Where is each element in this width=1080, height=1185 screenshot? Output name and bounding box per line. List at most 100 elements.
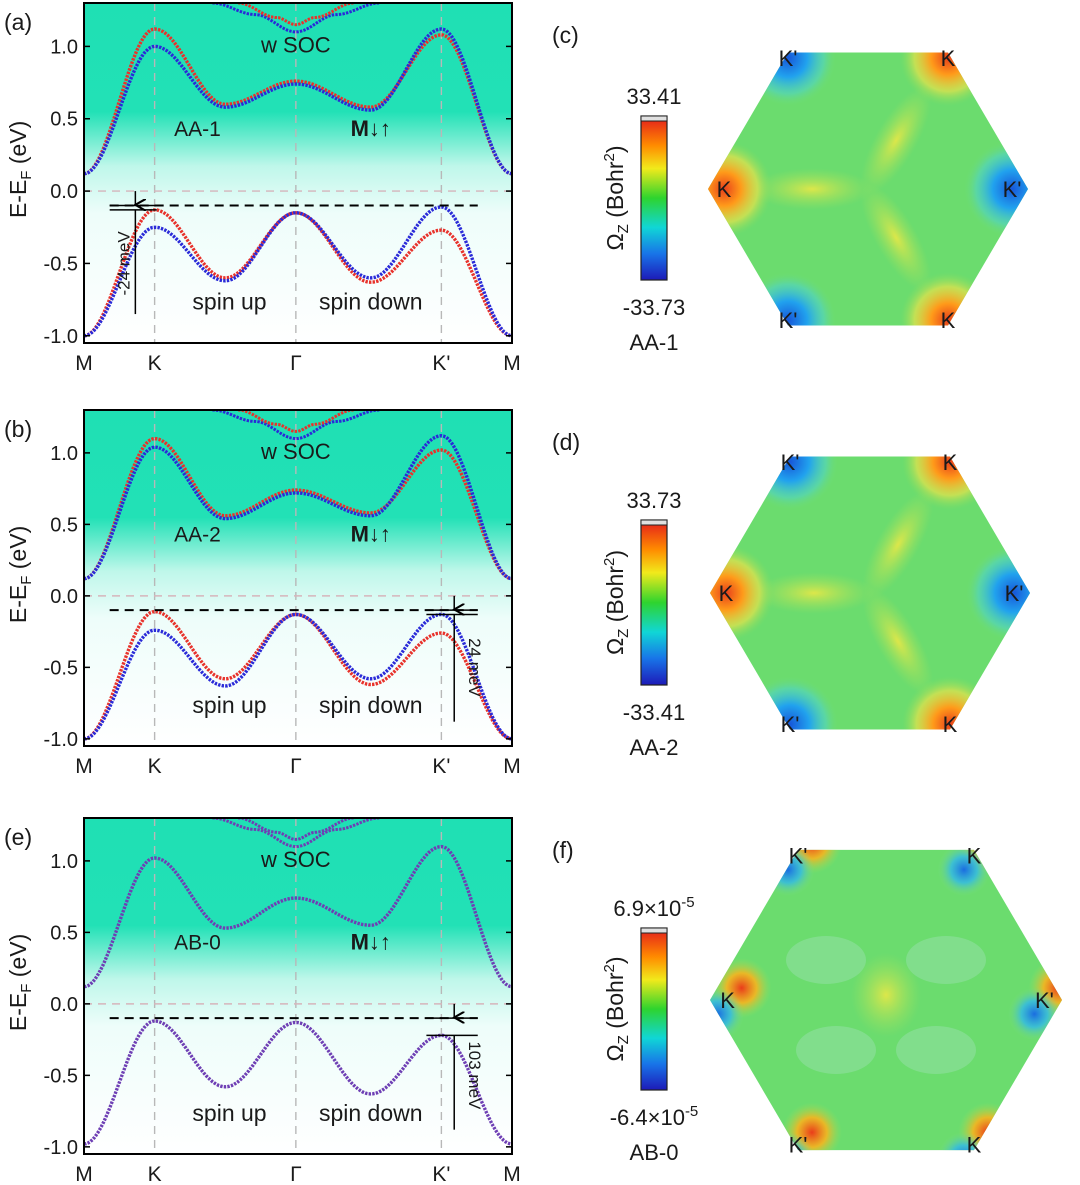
valley-label: K' [1005,581,1024,606]
spin-down-label: spin down [319,1100,423,1126]
ytick-label: -1.0 [44,729,78,751]
panel-label: (d) [552,429,580,455]
valley-label: K [720,988,735,1013]
magnetization-label: M↓↑ [351,116,391,141]
colorbar [640,115,668,281]
xtick-label: K [148,755,162,778]
colorbar-min-label: -33.41 [623,700,685,725]
colorbar [640,927,668,1091]
ytick-label: 1.0 [50,36,78,58]
ytick-label: 0.5 [50,514,78,536]
stacking-label: AB-0 [630,1140,679,1165]
cold-spot [964,141,1028,237]
ytick-label: -1.0 [44,326,78,348]
ytick-label: 0.0 [50,181,78,203]
gap-label: -24 meV [114,231,133,296]
colorbar-max-label: 33.41 [626,84,681,109]
stacking-label: AA-2 [174,524,221,547]
valley-label: K' [1035,988,1054,1013]
spin-down-label: spin down [319,289,423,315]
colorbar-max-label: 6.9×10-5 [613,894,694,921]
valley-label: K' [779,46,798,71]
band-conduction-spin-down [84,433,512,581]
ytick-label: 0.5 [50,922,78,944]
ytick-label: -0.5 [44,1065,78,1087]
valley-label: K' [789,844,808,869]
xtick-label: Γ [290,352,302,375]
band-upper [238,818,354,841]
band-conduction-spin-up [84,27,512,176]
magnetization-label: M↓↑ [351,930,391,955]
valley-label: K [719,581,734,606]
band-panel-2: 103 meV 1.0 0.5 0.0 -0.5 -1.0 M K Γ K' M E-EF (eV) (… [4,817,521,1185]
axes-frame [83,2,513,344]
hot-spot [708,141,772,237]
cold-spot [966,545,1030,641]
valley-label: K [717,177,732,202]
berry-panel-1: K' K K K' K' K 33.73 -33.41 AA-2 ΩZ (Bohr2) (d) [552,429,1030,760]
band-panel-1: 24 meV 1.0 0.5 0.0 -0.5 -1.0 M K Γ K' M E-EF (eV) (b… [4,409,521,778]
band-upper [212,3,380,34]
gap-label: 103 meV [465,1041,484,1110]
axes-frame [83,409,513,747]
ytick-label: 1.0 [50,443,78,465]
valley-label: K' [781,450,800,475]
valley-label: K [943,712,958,737]
panel-label: (e) [4,824,32,850]
band-valence-merged [84,1019,512,1146]
colorbar [640,519,668,686]
ytick-label: -0.5 [44,253,78,275]
band-upper [238,3,354,27]
y-axis-label: E-EF (eV) [5,526,35,623]
xtick-label: K' [432,755,450,778]
soc-label: w SOC [260,847,331,872]
valley-label: K [967,844,982,869]
xtick-label: K' [432,1163,450,1185]
colorbar-min-label: -6.4×10-5 [610,1103,699,1130]
xtick-label: K [148,1163,162,1185]
ytick-label: 0.0 [50,586,78,608]
panel-label: (a) [4,9,32,35]
valley-label: K [943,450,958,475]
stacking-label: AA-2 [630,735,679,760]
valley-label: K [941,308,956,333]
ytick-label: -0.5 [44,657,78,679]
axes-frame [83,817,513,1155]
band-conduction-merged [84,844,512,989]
cold-spot [937,849,991,897]
xtick-label: Γ [290,1163,302,1185]
spin-up-label: spin up [192,289,266,315]
band-upper [238,410,354,433]
band-panel-0: -24 meV 1.0 0.5 0.0 -0.5 -1.0 M K Γ K' M E-EF (eV) (… [4,2,521,375]
band-upper [212,410,380,441]
magnetization-label: M↓↑ [351,522,391,547]
band-upper [212,818,380,849]
stacking-label: AB-0 [174,932,221,955]
ytick-label: 0.0 [50,994,78,1016]
stacking-label: AA-1 [630,330,679,355]
valley-label: K' [1003,177,1022,202]
spin-up-label: spin up [192,692,266,718]
stacking-label: AA-1 [174,118,221,141]
band-background [84,410,512,746]
y-axis-label: E-EF (eV) [5,121,35,218]
cold-spot [937,1131,991,1151]
valley-label: K' [789,1132,808,1157]
band-valence-spin-down [84,205,512,338]
colorbar-title: ΩZ (Bohr2) [601,145,632,250]
panel-label: (b) [4,416,32,442]
panel-label: (f) [552,837,574,863]
xtick-label: K' [432,352,450,375]
spin-down-label: spin down [319,692,423,718]
ytick-label: 1.0 [50,851,78,873]
valley-label: K [967,1132,982,1157]
ytick-label: 0.5 [50,109,78,131]
band-conduction-spin-down [84,27,512,176]
band-conduction-spin-up [84,436,512,581]
xtick-label: M [503,352,521,375]
spin-up-label: spin up [192,1100,266,1126]
berry-panel-0: K' K K K' K' K 33.41 -33.73 AA-1 ΩZ (Bohr2) (c) [552,22,1028,355]
xtick-label: M [75,755,93,778]
panel-label: (c) [552,22,579,48]
